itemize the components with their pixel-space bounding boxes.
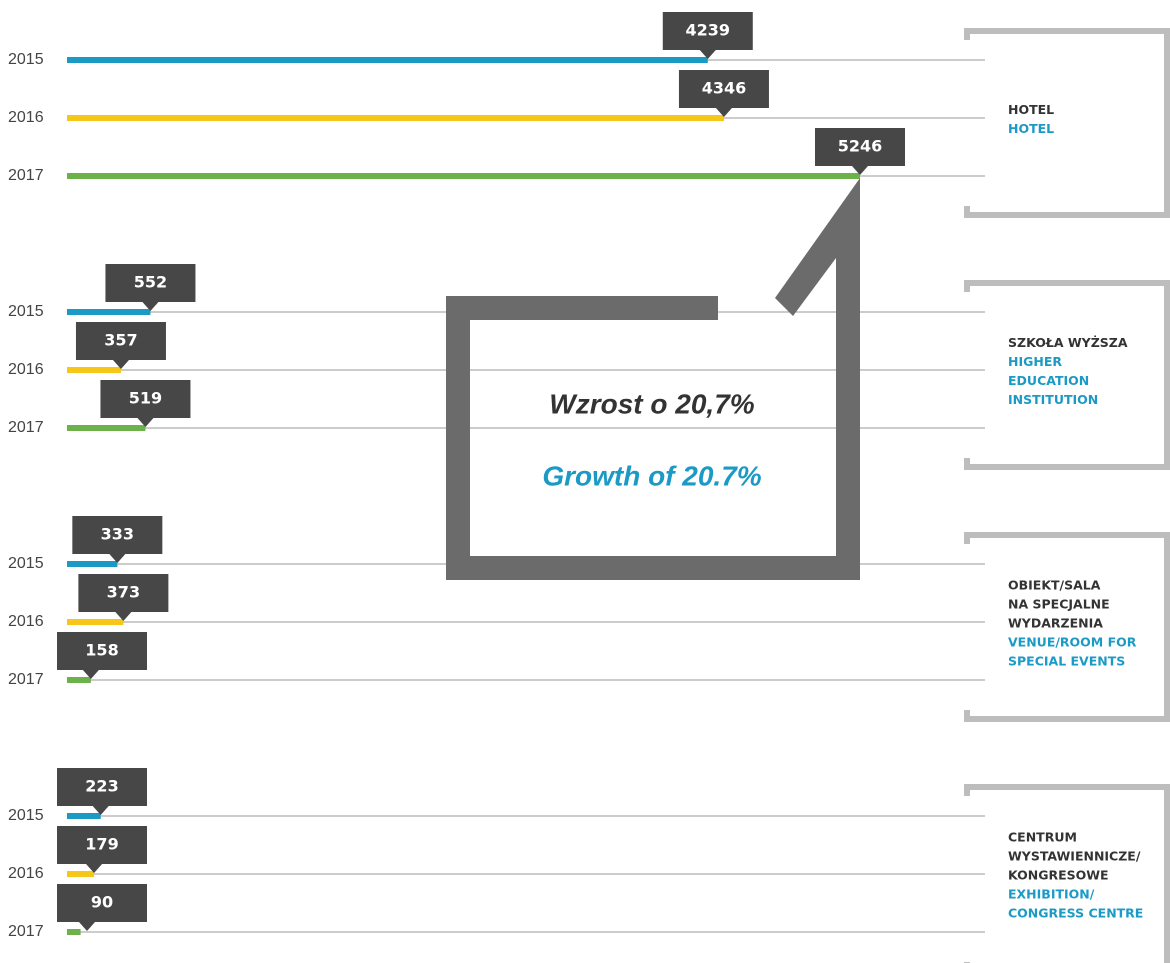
bar bbox=[67, 677, 91, 683]
category-label-pl: OBIEKT/SALA bbox=[1008, 578, 1101, 593]
year-label: 2015 bbox=[8, 51, 44, 68]
bracket bbox=[964, 784, 1170, 963]
value-label: 333 bbox=[101, 525, 134, 544]
value-box bbox=[72, 516, 163, 563]
annotation-pl: Wzrost o 20,7% bbox=[549, 388, 754, 419]
bar bbox=[67, 929, 81, 935]
value-label: 223 bbox=[85, 777, 118, 796]
year-label: 2016 bbox=[8, 109, 44, 126]
value-box bbox=[57, 826, 147, 873]
value-box bbox=[815, 128, 905, 175]
year-label: 2017 bbox=[8, 419, 44, 436]
arrow bbox=[775, 178, 860, 322]
category-label-en: EDUCATION bbox=[1008, 373, 1089, 388]
bar bbox=[67, 425, 146, 431]
category-label-pl: KONGRESOWE bbox=[1008, 868, 1109, 883]
category-label-pl: HOTEL bbox=[1008, 102, 1054, 117]
bracket bbox=[964, 532, 1170, 722]
value-label: 4346 bbox=[702, 79, 747, 98]
category-label-pl: CENTRUM bbox=[1008, 830, 1077, 845]
value-box bbox=[78, 574, 169, 621]
value-box bbox=[75, 322, 166, 369]
value-label: 4239 bbox=[686, 21, 731, 40]
bracket bbox=[964, 28, 1170, 218]
value-box bbox=[57, 884, 147, 931]
category-label-pl: WYSTAWIENNICZE/ bbox=[1008, 849, 1141, 864]
bracket bbox=[964, 280, 1170, 470]
bar bbox=[67, 871, 95, 877]
category-label-pl: WYDARZENIA bbox=[1008, 616, 1103, 631]
frame bbox=[446, 296, 860, 580]
growth-frame bbox=[446, 178, 860, 580]
category-label-en: CONGRESS CENTRE bbox=[1008, 906, 1143, 921]
category-label-en: VENUE/ROOM FOR bbox=[1008, 635, 1137, 650]
bar bbox=[67, 173, 860, 179]
year-label: 2015 bbox=[8, 555, 44, 572]
bar bbox=[67, 367, 121, 373]
category-label-en: HOTEL bbox=[1008, 121, 1054, 136]
value-label: 5246 bbox=[838, 137, 883, 156]
category-label-pl: SZKOŁA WYŻSZA bbox=[1008, 335, 1128, 350]
bar bbox=[67, 57, 708, 63]
year-label: 2016 bbox=[8, 613, 44, 630]
year-label: 2017 bbox=[8, 167, 44, 184]
value-box bbox=[57, 632, 147, 679]
value-label: 179 bbox=[85, 835, 118, 854]
value-label: 373 bbox=[107, 583, 140, 602]
labels: HOTEL HOTEL 2015 4239 2016 4346 2017 5246 SZKOŁA… bbox=[8, 12, 1143, 940]
bars bbox=[67, 28, 1170, 963]
value-box bbox=[105, 264, 196, 311]
year-label: 2015 bbox=[8, 807, 44, 824]
value-label: 357 bbox=[104, 331, 137, 350]
bar bbox=[67, 561, 118, 567]
value-label: 158 bbox=[85, 641, 118, 660]
annotation-en: Growth of 20.7% bbox=[542, 460, 761, 491]
bar bbox=[67, 115, 724, 121]
year-label: 2016 bbox=[8, 361, 44, 378]
year-label: 2017 bbox=[8, 923, 44, 940]
year-label: 2016 bbox=[8, 865, 44, 882]
category-label-en: EXHIBITION/ bbox=[1008, 887, 1095, 902]
value-label: 552 bbox=[134, 273, 167, 292]
category-label-en: HIGHER bbox=[1008, 354, 1062, 369]
category-label-pl: NA SPECJALNE bbox=[1008, 597, 1110, 612]
category-label-en: SPECIAL EVENTS bbox=[1008, 654, 1125, 669]
value-box bbox=[678, 70, 769, 117]
bar bbox=[67, 309, 151, 315]
bar bbox=[67, 619, 124, 625]
value-box bbox=[57, 768, 147, 815]
category-label-en: INSTITUTION bbox=[1008, 392, 1098, 407]
value-label: 519 bbox=[129, 389, 162, 408]
year-label: 2017 bbox=[8, 671, 44, 688]
value-box bbox=[100, 380, 191, 427]
bar bbox=[67, 813, 101, 819]
year-label: 2015 bbox=[8, 303, 44, 320]
value-label: 90 bbox=[91, 893, 113, 912]
value-box bbox=[662, 12, 753, 59]
